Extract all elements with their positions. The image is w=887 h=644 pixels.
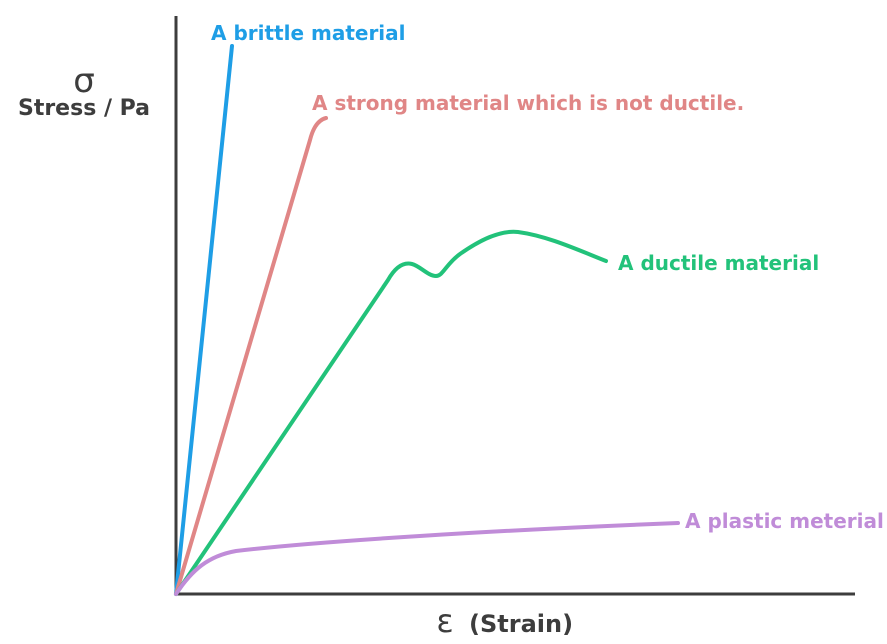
- series-label-strong: A strong material which is not ductile.: [312, 91, 744, 115]
- series-label-brittle: A brittle material: [211, 21, 406, 45]
- y-axis-label: Stress / Pa: [18, 96, 150, 121]
- x-axis-symbol: ε: [436, 602, 453, 640]
- series-line-plastic: [174, 521, 680, 596]
- series-label-plastic: A plastic meterial: [685, 509, 884, 533]
- series-line-brittle: [174, 44, 234, 596]
- series-line-ductile: [174, 229, 608, 596]
- y-axis-symbol: σ: [73, 61, 95, 101]
- series-line-strong: [174, 116, 328, 596]
- series-label-ductile: A ductile material: [618, 251, 819, 275]
- x-axis-label: (Strain): [469, 610, 573, 638]
